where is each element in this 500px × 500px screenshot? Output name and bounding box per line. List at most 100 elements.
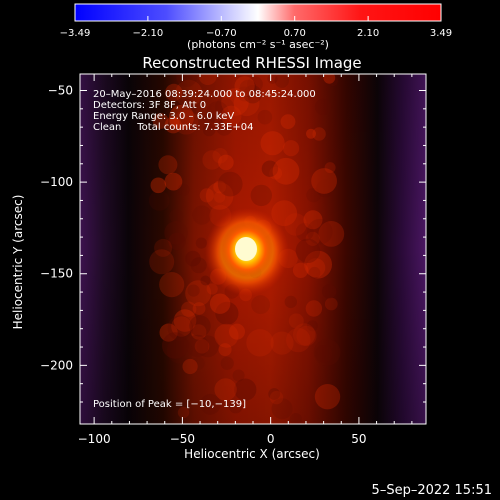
texture-blob [306,258,326,278]
texture-blob [303,210,323,230]
texture-blob [164,221,188,245]
colorbar-tick-label: −0.70 [206,28,237,39]
texture-blob [198,74,217,86]
texture-blob [175,79,203,107]
texture-blob [251,295,270,315]
texture-blob [221,88,249,116]
texture-blob [148,190,170,211]
texture-blob [257,109,273,125]
texture-blob [304,250,332,279]
x-tick-label: −100 [78,432,111,446]
texture-blob [280,114,296,129]
footer-date: 5–Sep–2022 15:51 [372,483,492,498]
x-axis: −100 −50 0 50 [78,74,413,446]
texture-blob [173,309,197,332]
texture-blob [206,283,218,295]
texture-blob [305,300,323,317]
texture-blob [191,324,207,340]
texture-blob [176,98,197,120]
colorbar-tick-label: 3.49 [430,28,452,39]
y-tick-label: −50 [48,83,73,97]
texture-blob [167,315,193,341]
y-axis-label: Heliocentric Y (arcsec) [11,195,25,330]
texture-blob [177,183,190,196]
texture-blob [323,74,336,84]
texture-blob [239,79,257,97]
texture-blob [267,74,278,84]
texture-blob [185,280,212,307]
texture-blob [316,179,335,198]
texture-blob [202,123,216,137]
texture-blob [150,177,167,194]
texture-blob [311,168,337,194]
texture-blob [214,323,239,348]
texture-blob [274,74,289,88]
texture-blob [237,86,252,102]
texture-blob [284,295,297,309]
y-tick-label: −150 [40,267,73,281]
texture-blob [185,250,201,267]
texture-blob [292,262,309,278]
texture-blob [271,398,293,420]
texture-blob [250,184,272,207]
texture-blob [152,113,169,129]
texture-blob [199,393,221,415]
texture-blob [229,323,245,340]
texture-blob [166,337,193,364]
texture-blob [203,112,216,125]
x-axis-label: Heliocentric X (arcsec) [184,447,320,461]
texture-blob [213,191,226,203]
texture-blob [268,388,281,400]
texture-blob [233,90,260,117]
texture-blob [288,313,304,329]
texture-blob [190,257,207,274]
texture-blob [206,101,229,124]
texture-blob [286,327,311,353]
texture-blob [218,343,232,357]
texture-blob [181,301,197,317]
texture-blob [293,323,316,346]
texture-blob [168,232,186,251]
texture-blob [305,231,320,246]
texture-blob [312,127,326,141]
texture-blob [159,272,185,298]
heatmap-texture [148,74,345,424]
annotation-clean-counts: Clean Total counts: 7.33E+04 [93,122,253,133]
texture-blob [165,93,180,107]
texture-blob [229,400,243,414]
texture-blob [199,188,214,203]
colorbar-tick-label: −2.10 [133,28,164,39]
texture-blob [176,74,198,87]
texture-blob [220,356,234,370]
texture-blob [169,209,184,224]
heatmap-image [80,74,426,424]
texture-blob [234,76,255,97]
texture-blob [284,213,307,236]
texture-blob [215,301,239,325]
texture-blob [313,339,341,366]
texture-blob [164,172,183,191]
colorbar-tick-label: 0.70 [284,28,306,39]
texture-blob [324,162,336,174]
texture-blob [296,325,317,346]
texture-blob [307,218,333,245]
texture-blob [169,117,180,128]
x-tick-label: 50 [351,432,366,446]
texture-blob [261,160,279,177]
texture-blob [205,182,234,210]
texture-blob [221,105,242,127]
y-tick-label: −100 [40,175,73,189]
texture-blob [318,221,345,247]
texture-blob [187,284,200,297]
colorbar-tick-label: 2.10 [357,28,379,39]
texture-blob [324,297,338,311]
texture-blob [327,75,338,87]
texture-blob [192,205,212,225]
texture-blob [306,320,318,332]
texture-blob [159,323,178,342]
texture-blob [269,390,284,405]
texture-blob [295,223,314,241]
texture-blob [173,109,199,135]
texture-blob [191,356,205,370]
